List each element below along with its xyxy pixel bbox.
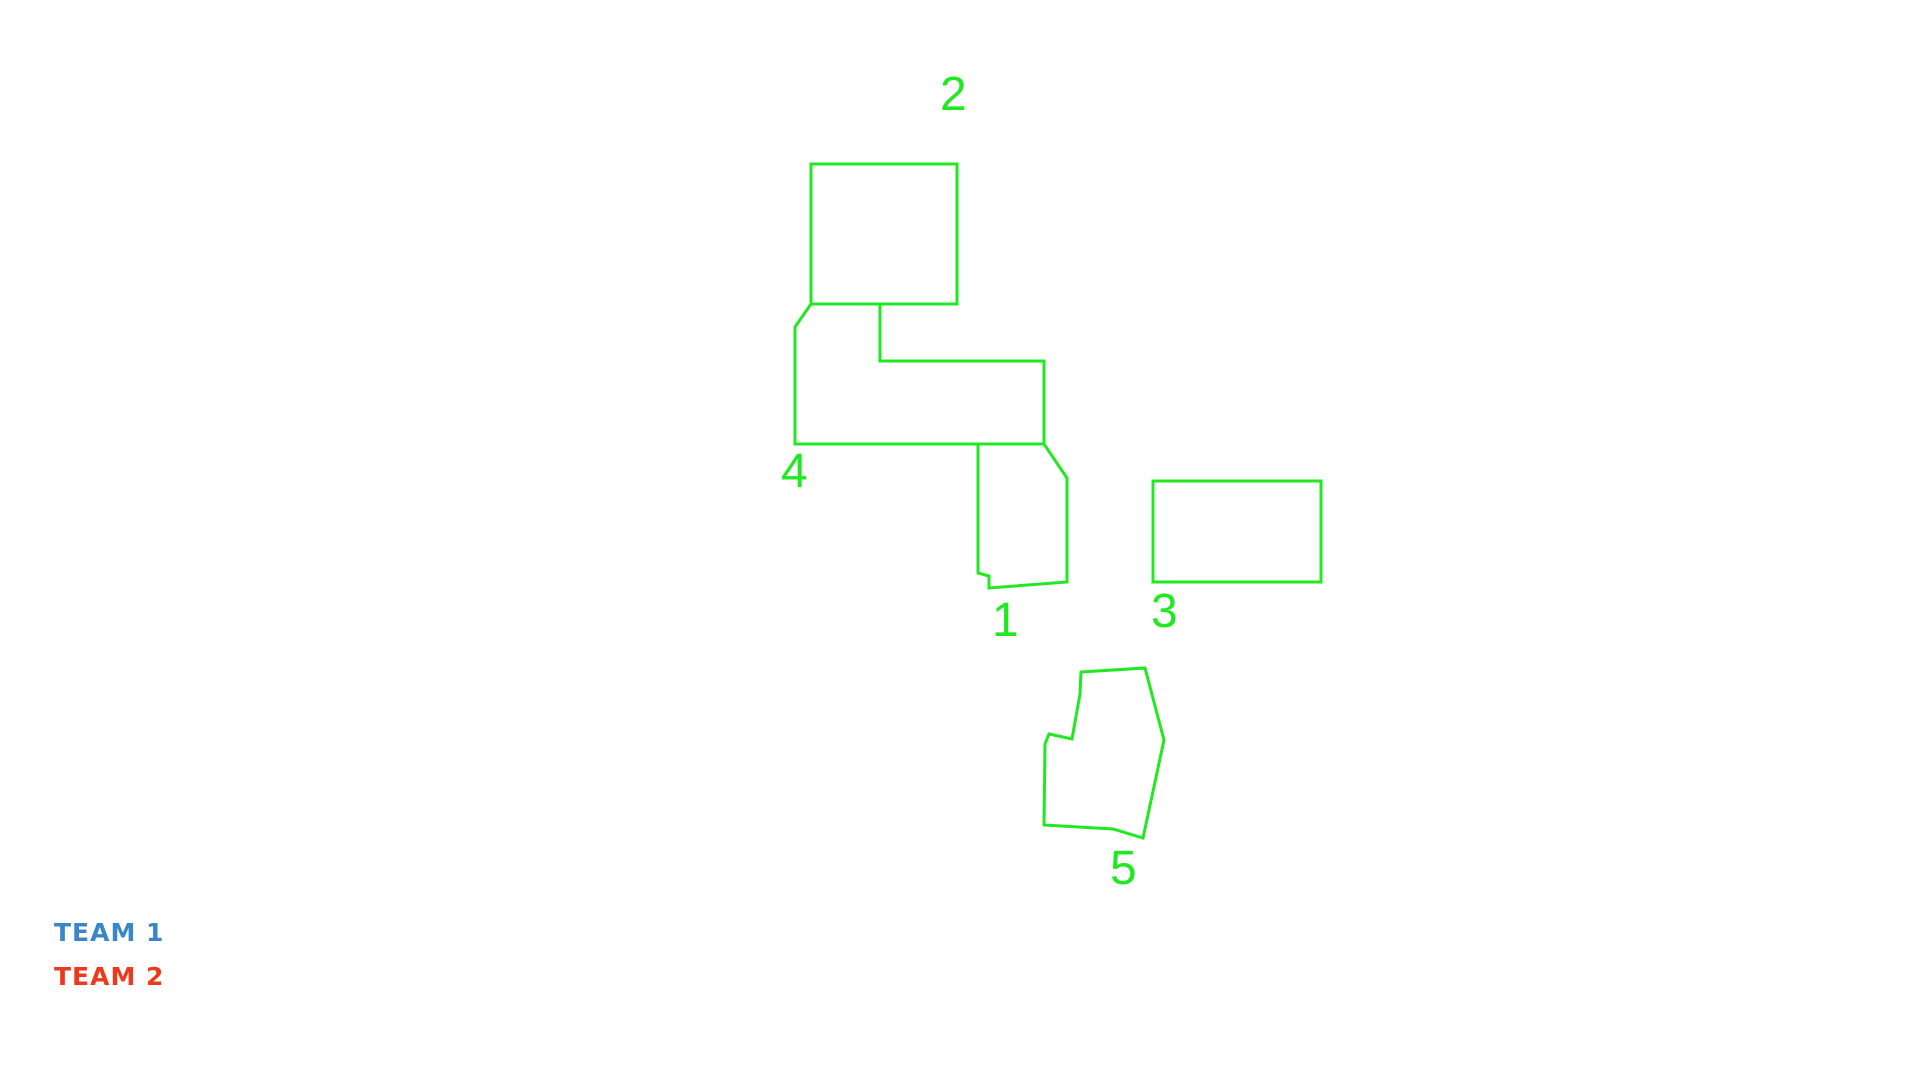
zone-4[interactable]: 4: [781, 302, 1046, 498]
zone-3[interactable]: 3: [1151, 479, 1323, 638]
zone-2[interactable]: 2: [809, 68, 967, 306]
zone-1-outline[interactable]: [976, 442, 1069, 590]
zone-2-label: 2: [940, 68, 967, 121]
zone-4-label: 4: [781, 445, 808, 498]
zone-4-outline[interactable]: [793, 302, 1046, 446]
zone-3-outline[interactable]: [1151, 479, 1323, 584]
zone-2-outline[interactable]: [809, 162, 959, 306]
zone-1-label: 1: [992, 594, 1019, 647]
team-1-label: TEAM 1: [54, 918, 165, 947]
team-2-label: TEAM 2: [54, 962, 165, 991]
zone-1[interactable]: 1: [976, 442, 1069, 647]
zone-5[interactable]: 5: [1042, 666, 1166, 895]
zone-5-label: 5: [1110, 842, 1137, 895]
zone-3-label: 3: [1151, 585, 1178, 638]
zone-5-outline[interactable]: [1042, 666, 1166, 840]
